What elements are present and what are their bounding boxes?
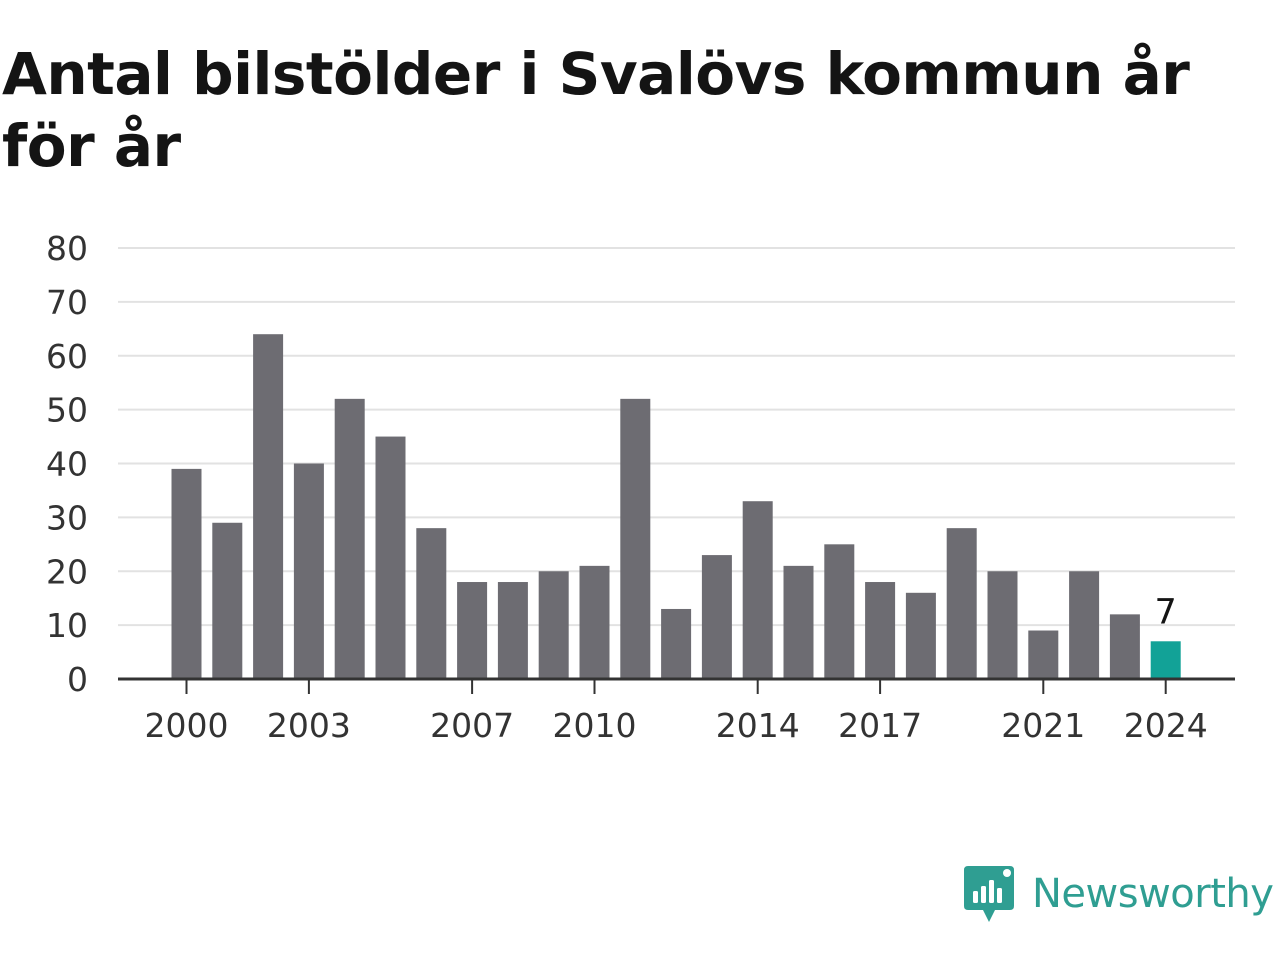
bar-2009 bbox=[538, 571, 569, 679]
y-tick-label: 70 bbox=[46, 283, 88, 322]
bar-2011 bbox=[620, 398, 651, 679]
bar-2015 bbox=[783, 565, 814, 679]
bar-2012 bbox=[661, 608, 692, 679]
bar-2010 bbox=[579, 565, 610, 679]
bar-2005 bbox=[375, 436, 406, 679]
bar-2013 bbox=[701, 555, 732, 679]
bar-2006 bbox=[416, 528, 447, 679]
x-tick-label: 2017 bbox=[838, 706, 922, 745]
bar-2001 bbox=[212, 522, 243, 679]
bar-2008 bbox=[497, 582, 528, 679]
y-tick-label: 80 bbox=[46, 229, 88, 268]
chart-title: Antal bilstölder i Svalövs kommun år för… bbox=[2, 40, 1190, 180]
y-tick-label: 40 bbox=[46, 445, 88, 484]
bar-value-label: 7 bbox=[1155, 592, 1177, 632]
bar-2020 bbox=[987, 571, 1018, 679]
y-axis-tick-labels: 0 10 20 30 40 50 60 70 80 bbox=[46, 229, 88, 699]
x-tick-label: 2003 bbox=[267, 706, 351, 745]
x-tick-label: 2021 bbox=[1001, 706, 1085, 745]
x-axis-ticks: 2000 2003 2007 2010 2014 2017 2021 2024 bbox=[145, 679, 1208, 745]
y-tick-label: 10 bbox=[46, 606, 88, 645]
bar-2004 bbox=[334, 398, 365, 679]
x-tick-label: 2007 bbox=[430, 706, 514, 745]
newsworthy-logo-icon bbox=[964, 866, 1014, 922]
bar-2003 bbox=[293, 463, 324, 679]
y-tick-label: 20 bbox=[46, 552, 88, 591]
y-tick-label: 30 bbox=[46, 498, 88, 537]
x-tick-label: 2000 bbox=[145, 706, 229, 745]
bar-2018 bbox=[905, 592, 936, 679]
grid-lines bbox=[118, 247, 1235, 627]
bar-2021 bbox=[1028, 630, 1059, 679]
bar-2023 bbox=[1109, 614, 1140, 679]
x-tick-label: 2010 bbox=[553, 706, 637, 745]
data-labels: 7 bbox=[1155, 592, 1177, 632]
y-tick-label: 0 bbox=[67, 660, 88, 699]
brand-logo: Newsworthy bbox=[964, 864, 1274, 924]
bar-2014 bbox=[742, 501, 773, 679]
bar-2007 bbox=[457, 582, 488, 679]
bar-2022 bbox=[1069, 571, 1100, 679]
x-tick-label: 2014 bbox=[716, 706, 800, 745]
bar-2017 bbox=[865, 582, 896, 679]
x-tick-label: 2024 bbox=[1124, 706, 1208, 745]
bars bbox=[171, 334, 1181, 679]
bar-2024 bbox=[1150, 641, 1181, 679]
bar-2016 bbox=[824, 544, 855, 679]
y-tick-label: 50 bbox=[46, 391, 88, 430]
bar-2002 bbox=[253, 334, 284, 679]
y-tick-label: 60 bbox=[46, 337, 88, 376]
bar-2019 bbox=[946, 528, 977, 679]
brand-name: Newsworthy bbox=[1032, 871, 1274, 917]
bar-2000 bbox=[171, 468, 202, 679]
